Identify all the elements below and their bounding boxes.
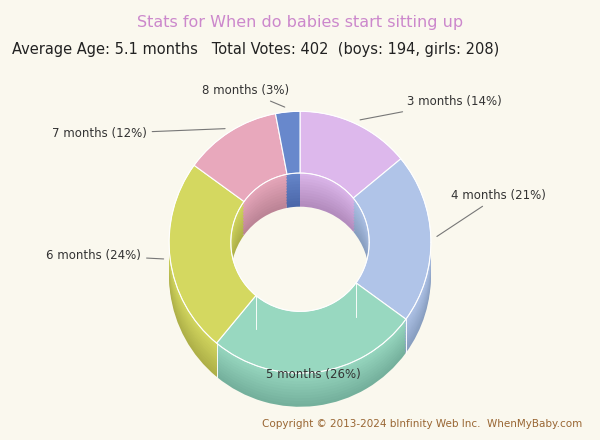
Wedge shape xyxy=(353,192,431,353)
Wedge shape xyxy=(194,147,287,235)
Wedge shape xyxy=(169,174,256,352)
Wedge shape xyxy=(275,120,300,183)
Wedge shape xyxy=(169,199,256,377)
Wedge shape xyxy=(275,125,300,188)
Wedge shape xyxy=(217,311,406,401)
Wedge shape xyxy=(217,308,406,398)
Wedge shape xyxy=(300,117,401,204)
Wedge shape xyxy=(353,176,431,336)
Wedge shape xyxy=(353,181,431,341)
Text: 3 months (14%): 3 months (14%) xyxy=(360,95,502,120)
Text: 8 months (3%): 8 months (3%) xyxy=(202,84,289,107)
Wedge shape xyxy=(169,185,256,363)
Wedge shape xyxy=(194,136,287,224)
Wedge shape xyxy=(217,291,406,381)
Wedge shape xyxy=(275,134,300,197)
Wedge shape xyxy=(194,144,287,232)
Wedge shape xyxy=(275,111,300,174)
Wedge shape xyxy=(300,125,401,212)
Wedge shape xyxy=(169,165,256,343)
Wedge shape xyxy=(275,117,300,180)
Wedge shape xyxy=(275,142,300,205)
Wedge shape xyxy=(353,173,431,333)
Wedge shape xyxy=(353,178,431,339)
Wedge shape xyxy=(217,300,406,390)
Wedge shape xyxy=(300,111,401,198)
Text: Copyright © 2013-2024 bInfinity Web Inc.  WhenMyBaby.com: Copyright © 2013-2024 bInfinity Web Inc.… xyxy=(262,419,582,429)
Wedge shape xyxy=(275,114,300,177)
Wedge shape xyxy=(300,120,401,206)
Text: Stats for When do babies start sitting up: Stats for When do babies start sitting u… xyxy=(137,15,463,30)
Wedge shape xyxy=(169,193,256,371)
Wedge shape xyxy=(217,305,406,396)
Wedge shape xyxy=(275,122,300,186)
Wedge shape xyxy=(275,145,300,208)
Wedge shape xyxy=(275,139,300,202)
Wedge shape xyxy=(300,134,401,220)
Wedge shape xyxy=(169,180,256,357)
Wedge shape xyxy=(300,145,401,232)
Wedge shape xyxy=(194,119,287,207)
Wedge shape xyxy=(300,139,401,226)
Wedge shape xyxy=(300,136,401,224)
Wedge shape xyxy=(169,168,256,346)
Wedge shape xyxy=(217,314,406,404)
Wedge shape xyxy=(353,167,431,327)
Wedge shape xyxy=(194,125,287,213)
Wedge shape xyxy=(169,191,256,368)
Text: 7 months (12%): 7 months (12%) xyxy=(52,127,225,140)
Wedge shape xyxy=(353,184,431,345)
Wedge shape xyxy=(353,159,431,319)
Wedge shape xyxy=(300,122,401,209)
Wedge shape xyxy=(194,142,287,230)
Wedge shape xyxy=(275,128,300,191)
Text: 4 months (21%): 4 months (21%) xyxy=(437,189,547,236)
Wedge shape xyxy=(194,114,287,202)
Wedge shape xyxy=(300,128,401,215)
Wedge shape xyxy=(300,142,401,229)
Wedge shape xyxy=(275,136,300,199)
Wedge shape xyxy=(169,171,256,348)
Wedge shape xyxy=(217,286,406,376)
Wedge shape xyxy=(353,190,431,350)
Wedge shape xyxy=(194,117,287,204)
Wedge shape xyxy=(217,303,406,393)
Wedge shape xyxy=(217,283,406,373)
Wedge shape xyxy=(169,188,256,366)
Wedge shape xyxy=(353,170,431,330)
Wedge shape xyxy=(353,187,431,347)
Text: 6 months (24%): 6 months (24%) xyxy=(46,249,164,262)
Wedge shape xyxy=(194,122,287,210)
Wedge shape xyxy=(194,131,287,218)
Wedge shape xyxy=(300,131,401,218)
Text: 5 months (26%): 5 months (26%) xyxy=(266,368,361,381)
Wedge shape xyxy=(275,131,300,194)
Wedge shape xyxy=(353,165,431,325)
Wedge shape xyxy=(169,196,256,374)
Wedge shape xyxy=(217,294,406,384)
Text: Average Age: 5.1 months   Total Votes: 402  (boys: 194, girls: 208): Average Age: 5.1 months Total Votes: 402… xyxy=(12,42,499,57)
Wedge shape xyxy=(169,182,256,360)
Wedge shape xyxy=(217,289,406,379)
Wedge shape xyxy=(217,316,406,407)
Wedge shape xyxy=(194,133,287,221)
Wedge shape xyxy=(353,161,431,322)
Wedge shape xyxy=(217,297,406,387)
Wedge shape xyxy=(194,128,287,216)
Wedge shape xyxy=(300,114,401,201)
Wedge shape xyxy=(194,139,287,227)
Wedge shape xyxy=(169,176,256,354)
